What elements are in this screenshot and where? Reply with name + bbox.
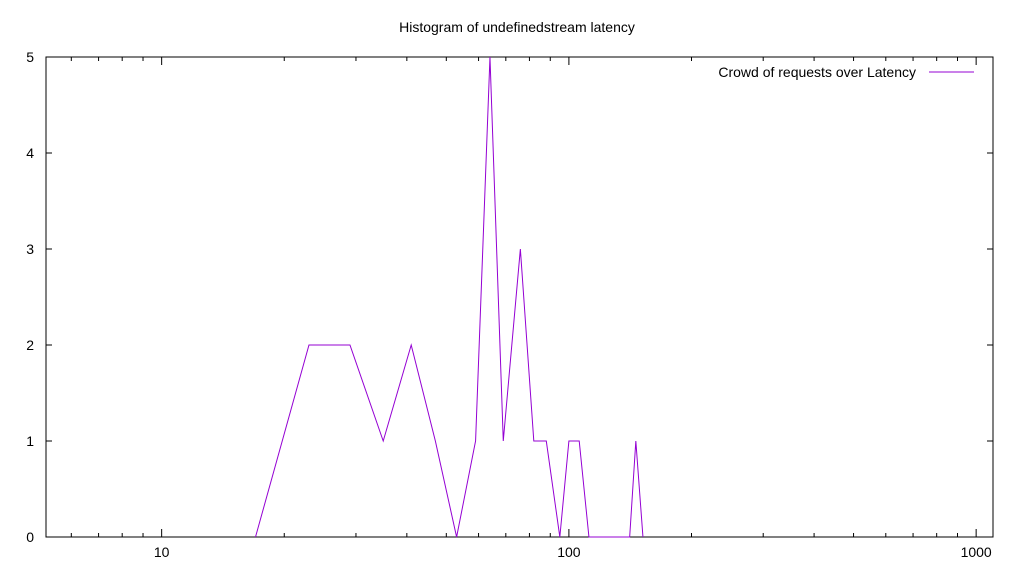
legend-label: Crowd of requests over Latency	[718, 64, 916, 80]
x-tick-label: 10	[154, 544, 170, 560]
plot-frame	[45, 56, 994, 538]
y-tick-label: 5	[26, 49, 34, 65]
y-tick-label: 2	[26, 337, 34, 353]
y-tick-label: 1	[26, 433, 34, 449]
x-tick-label: 100	[557, 544, 581, 560]
chart-title: Histogram of undefinedstream latency	[399, 19, 635, 35]
series-layer	[255, 56, 644, 538]
y-tick-label: 0	[26, 529, 34, 545]
axis-ticks: 0 1 2 3 4 5 10 100 1000	[26, 49, 993, 560]
y-tick-label: 4	[26, 145, 34, 161]
legend: Crowd of requests over Latency	[718, 64, 974, 80]
series-line	[255, 56, 644, 538]
x-tick-label: 1000	[961, 544, 992, 560]
y-tick-label: 3	[26, 241, 34, 257]
